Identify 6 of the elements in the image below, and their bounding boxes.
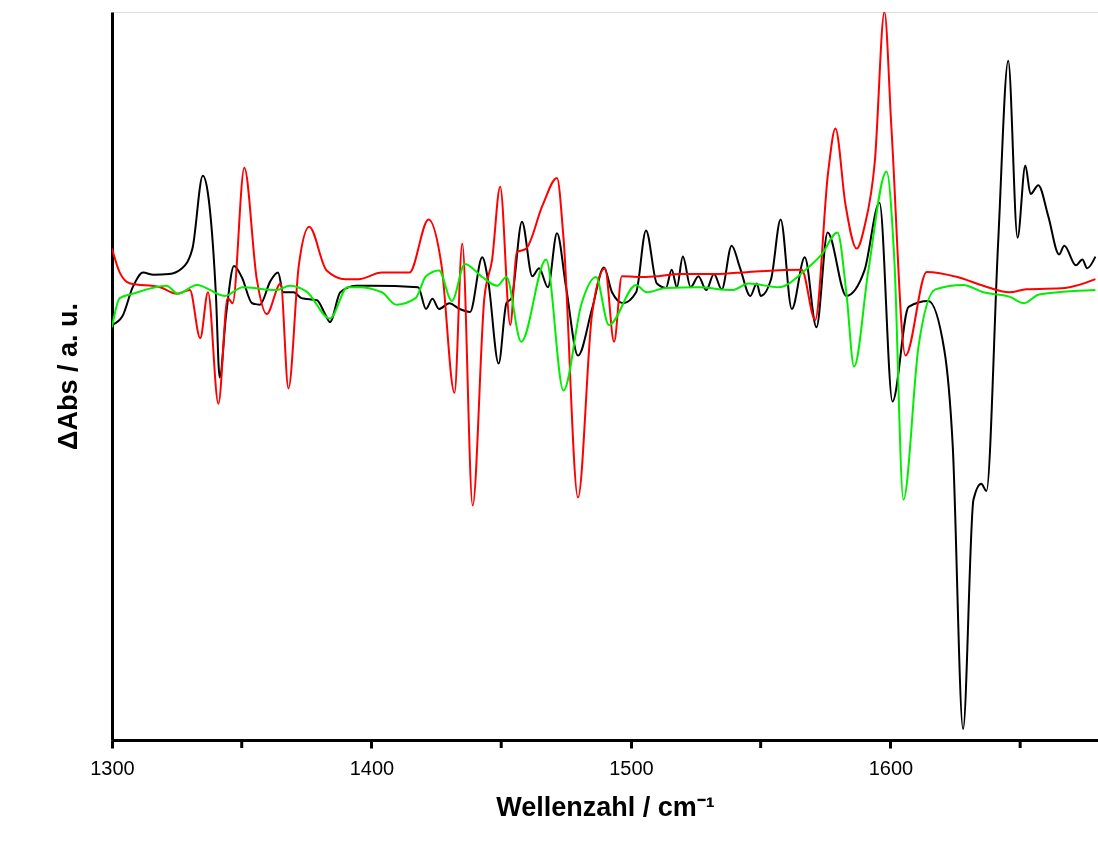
y-axis-title: ΔAbs / a. u. — [52, 303, 83, 450]
x-tick-label: 1400 — [349, 756, 395, 779]
x-tick-label: 1600 — [868, 756, 914, 779]
x-tick-label: 1500 — [609, 756, 654, 779]
x-tick-label: 1300 — [90, 756, 135, 779]
x-axis-title: Wellenzahl / cm⁻¹ — [496, 791, 715, 822]
